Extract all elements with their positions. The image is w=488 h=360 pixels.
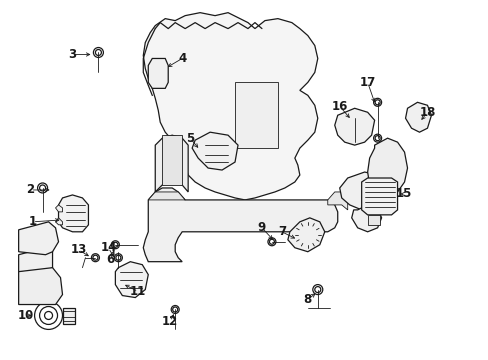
Polygon shape [62,307,75,324]
Text: 6: 6 [106,253,114,266]
Polygon shape [361,178,397,215]
Polygon shape [115,262,148,298]
Text: 10: 10 [18,309,34,322]
Circle shape [374,100,379,105]
Circle shape [301,229,313,241]
Circle shape [373,98,381,106]
Text: 14: 14 [100,241,116,254]
Circle shape [153,67,163,77]
Polygon shape [287,218,324,252]
Polygon shape [56,218,62,225]
Text: 9: 9 [257,221,265,234]
Polygon shape [351,205,381,232]
Polygon shape [143,13,317,200]
Polygon shape [334,108,374,145]
Circle shape [155,77,161,84]
Text: 4: 4 [178,52,186,65]
Circle shape [95,50,101,55]
Polygon shape [327,192,347,210]
Polygon shape [235,82,277,148]
Circle shape [207,144,223,160]
Circle shape [312,285,322,294]
Polygon shape [19,268,62,305]
Text: 2: 2 [26,184,35,197]
Text: 12: 12 [162,315,178,328]
Circle shape [44,311,52,319]
Circle shape [210,147,220,157]
Polygon shape [56,205,62,212]
Circle shape [373,134,381,142]
Polygon shape [155,135,188,192]
Text: 5: 5 [185,132,194,145]
Text: 16: 16 [331,100,347,113]
Text: 1: 1 [28,215,37,228]
Circle shape [35,302,62,329]
Circle shape [93,255,98,260]
Circle shape [91,254,99,262]
Text: 7: 7 [277,225,285,238]
Polygon shape [19,222,59,255]
Circle shape [40,306,58,324]
Text: 8: 8 [303,293,311,306]
Text: 11: 11 [130,285,146,298]
Polygon shape [162,135,182,185]
Polygon shape [148,192,185,200]
Text: 18: 18 [418,106,435,119]
Polygon shape [19,248,52,272]
Circle shape [111,241,119,249]
Circle shape [269,239,274,244]
Circle shape [297,225,317,245]
Circle shape [349,113,359,123]
Polygon shape [367,138,407,198]
Circle shape [171,306,179,314]
Circle shape [69,209,81,221]
Circle shape [172,307,177,312]
Polygon shape [367,215,379,225]
Text: 17: 17 [359,76,375,89]
Polygon shape [148,58,168,88]
Circle shape [113,242,118,247]
Circle shape [38,183,47,193]
Text: 13: 13 [70,243,86,256]
Polygon shape [59,195,88,232]
Circle shape [351,115,357,121]
Text: 15: 15 [395,188,411,201]
Polygon shape [143,188,337,262]
Circle shape [267,238,275,246]
Polygon shape [405,102,430,132]
Circle shape [123,273,137,287]
Text: 3: 3 [68,48,77,61]
Circle shape [114,254,122,262]
Circle shape [93,48,103,58]
Circle shape [374,136,379,141]
Polygon shape [339,172,384,210]
Circle shape [40,185,45,191]
Circle shape [116,255,121,260]
Polygon shape [192,132,238,170]
Circle shape [314,287,320,293]
